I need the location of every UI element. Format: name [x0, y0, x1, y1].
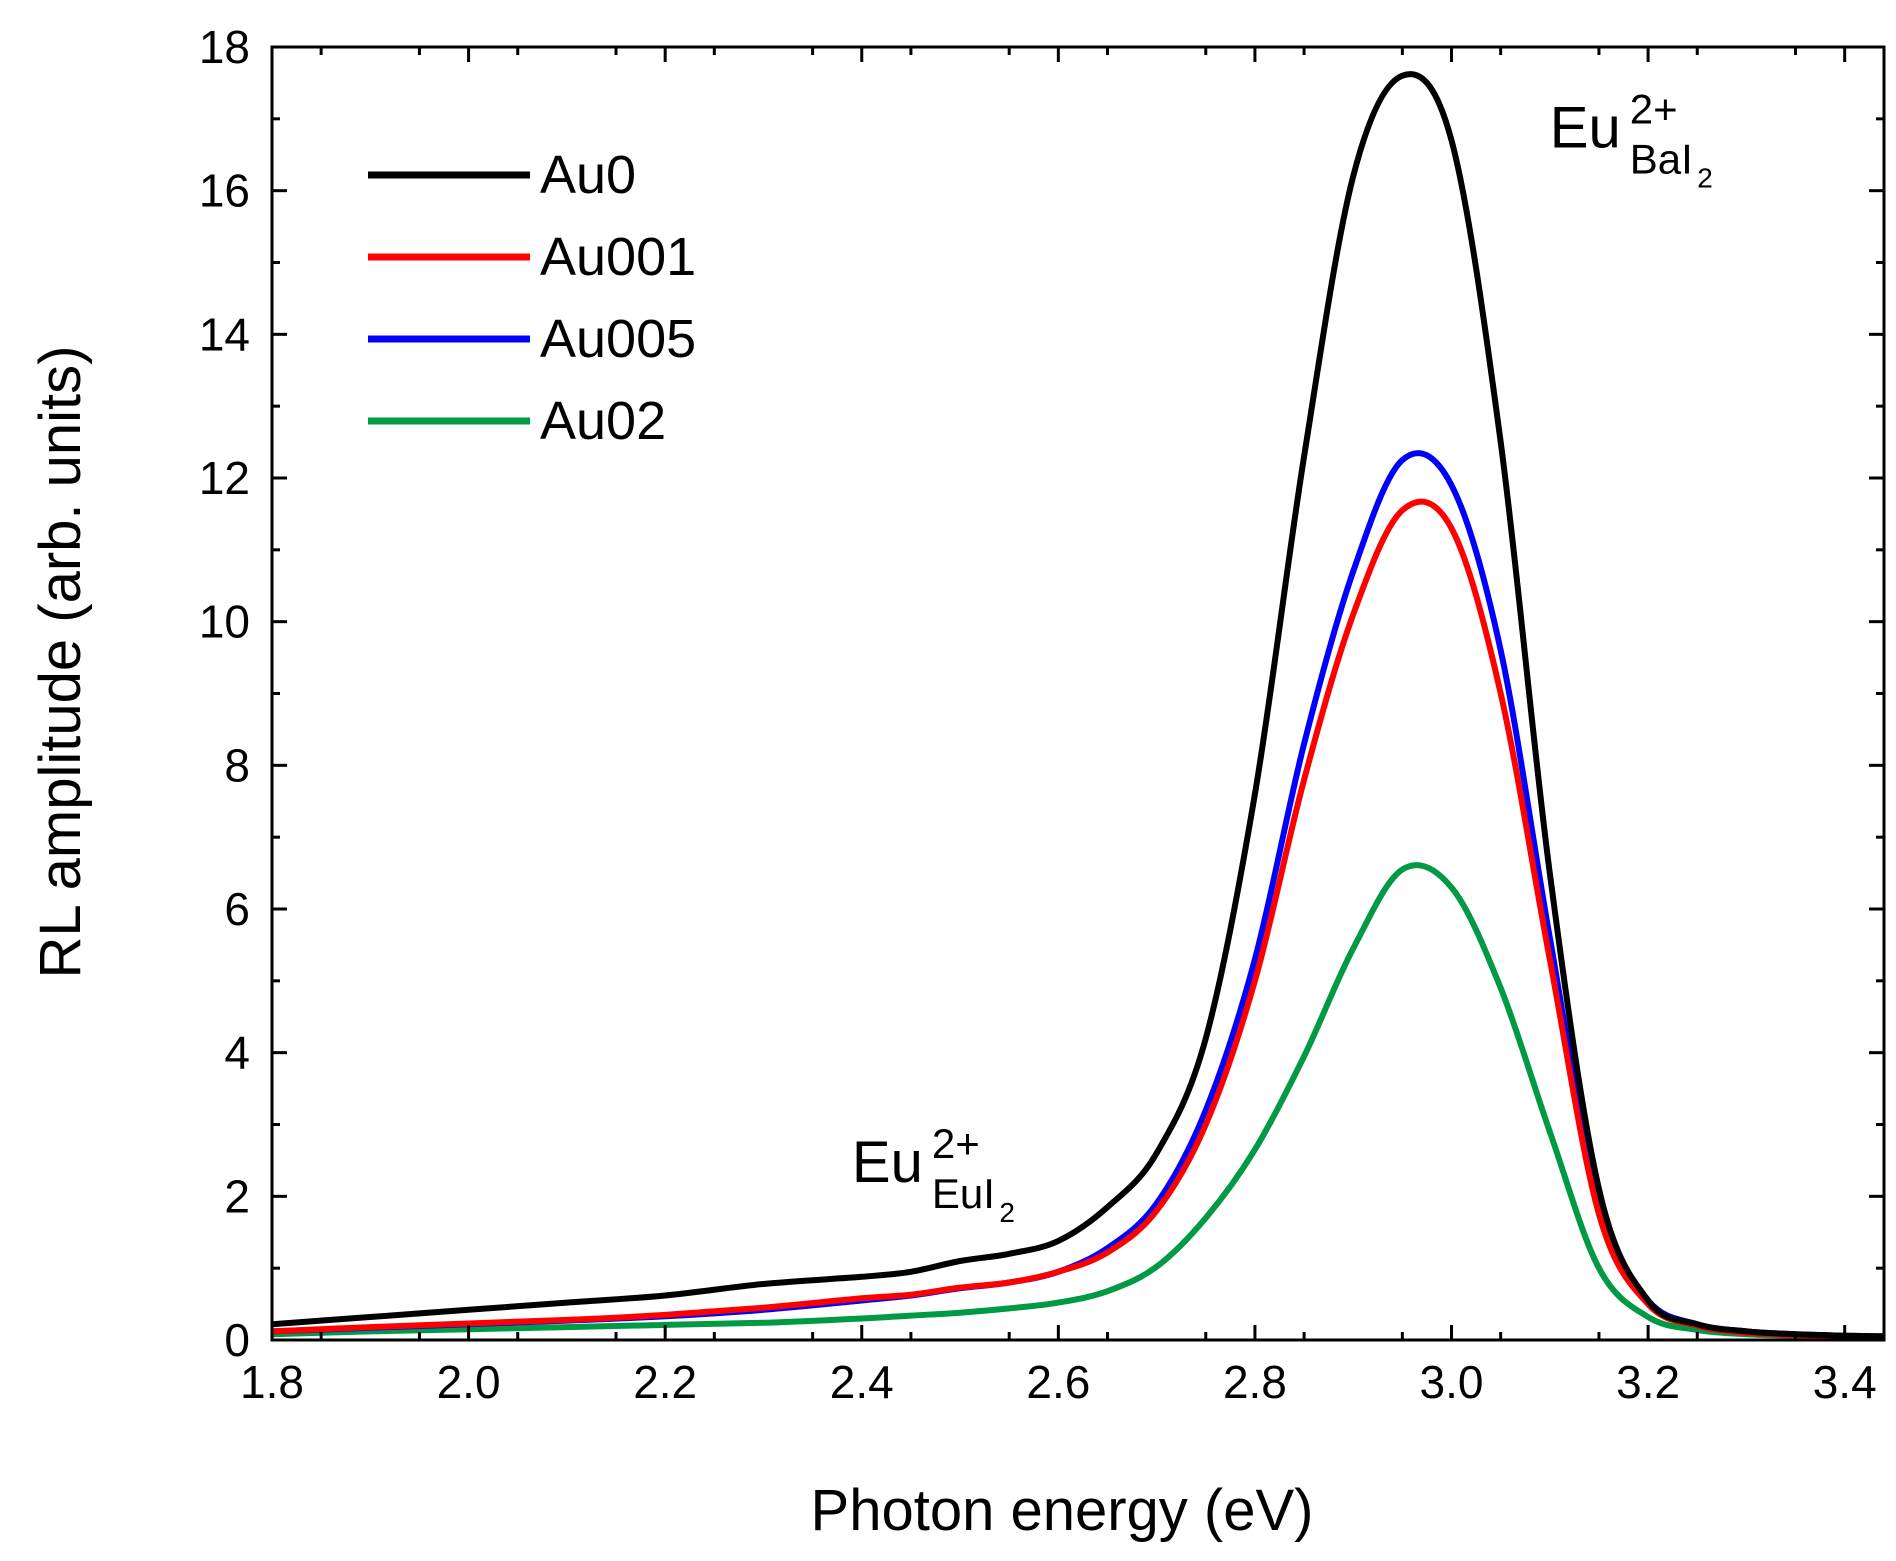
series-line-au02	[272, 862, 1884, 1340]
plot-area	[272, 47, 1884, 1340]
annotation-base: Eu	[852, 1130, 923, 1195]
x-tick-label: 2.4	[830, 1356, 894, 1408]
y-tick-label: 16	[199, 165, 250, 217]
y-tick-label: 2	[224, 1170, 250, 1222]
legend-label-au001: Au001	[540, 227, 696, 287]
legend: Au0 Au001 Au005 Au02	[368, 145, 696, 451]
annotation-sub-sub: 2	[1697, 163, 1713, 194]
y-tick-label: 14	[199, 308, 250, 360]
legend-label-au02: Au02	[540, 391, 666, 451]
annotation-sup: 2+	[1630, 86, 1678, 133]
y-tick-label: 8	[224, 739, 250, 791]
plot-background	[272, 47, 1884, 1340]
legend-label-au0: Au0	[540, 145, 636, 205]
x-tick-label: 2.6	[1026, 1356, 1090, 1408]
y-tick-label: 18	[199, 21, 250, 73]
series-group	[272, 71, 1884, 1340]
annotation-base: Eu	[1550, 96, 1621, 161]
annotation-sub: EuI	[932, 1170, 995, 1217]
y-tick-label: 10	[199, 596, 250, 648]
x-tick-label: 3.4	[1813, 1356, 1877, 1408]
annotation-1: Eu 2+EuI 2	[852, 1120, 1015, 1228]
y-tick-label: 6	[224, 883, 250, 935]
tick-group: 1.8 2.0 2.2 2.4 2.6 2.8 3.0 3.2 3.4 0 2 4 6 8 10 12 14 16…	[199, 21, 1884, 1408]
x-tick-label: 2.8	[1223, 1356, 1287, 1408]
x-axis-label: Photon energy (eV)	[811, 1478, 1314, 1543]
annotation-sub-sub: 2	[999, 1197, 1015, 1228]
y-tick-label: 0	[224, 1314, 250, 1366]
y-tick-label: 4	[224, 1027, 250, 1079]
annotation-0: Eu 2+BaI 2	[1550, 86, 1713, 194]
x-tick-label: 3.2	[1616, 1356, 1680, 1408]
x-tick-label: 2.2	[633, 1356, 697, 1408]
annotation-group: Eu 2+BaI 2Eu 2+EuI 2	[852, 86, 1713, 1228]
y-axis-label: RL amplitude (arb. units)	[28, 346, 93, 979]
legend-label-au005: Au005	[540, 309, 696, 369]
series-line-au001	[272, 498, 1884, 1340]
annotation-sub: BaI	[1630, 136, 1693, 183]
x-tick-label: 3.0	[1420, 1356, 1484, 1408]
x-tick-label: 1.8	[240, 1356, 304, 1408]
annotation-sup: 2+	[932, 1120, 980, 1167]
y-tick-label: 12	[199, 452, 250, 504]
series-line-au0	[272, 71, 1884, 1340]
x-tick-label: 2.0	[437, 1356, 501, 1408]
